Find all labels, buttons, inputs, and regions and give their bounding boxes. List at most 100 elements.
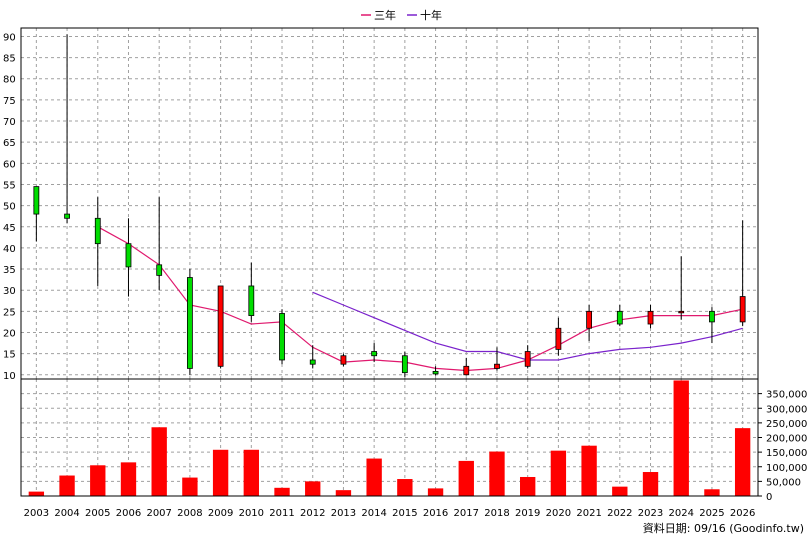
- x-tick-label: 2022: [607, 508, 632, 519]
- legend-label-3yr: 三年: [374, 8, 396, 22]
- legend: 三年 十年: [361, 8, 442, 22]
- candle-body: [64, 213, 70, 219]
- volume-bar: [550, 450, 567, 496]
- x-tick-label: 2023: [638, 508, 663, 519]
- x-tick-label: 2016: [423, 508, 448, 519]
- volume-bar: [642, 472, 659, 496]
- candle-body: [340, 355, 347, 365]
- volume-y-axis: 0 50,000 100,000 150,000 200,000 250,000 300,0…: [758, 390, 807, 503]
- x-tick-label: 2017: [454, 508, 479, 519]
- x-tick-label: 2024: [669, 508, 694, 519]
- candle-body: [739, 296, 746, 323]
- candle-body: [248, 285, 255, 316]
- volume-bar: [734, 428, 751, 496]
- volume-bar: [274, 487, 290, 496]
- price-tick-label: 30: [3, 286, 16, 297]
- price-tick-label: 85: [3, 54, 16, 65]
- x-tick-label: 2008: [177, 508, 202, 519]
- x-tick-label: 2003: [24, 508, 49, 519]
- volume-bar: [427, 488, 444, 496]
- candle-body: [94, 217, 101, 245]
- volume-bar: [151, 427, 167, 496]
- candle-body: [524, 351, 531, 367]
- price-tick-label: 80: [3, 75, 16, 86]
- x-tick-label: 2019: [515, 508, 540, 519]
- x-tick-label: 2010: [239, 508, 264, 519]
- volume-bar: [458, 460, 474, 496]
- price-tick-label: 60: [3, 159, 16, 170]
- price-tick-label: 40: [3, 244, 16, 255]
- x-tick-label: 2009: [208, 508, 233, 519]
- volume-bar: [612, 486, 628, 496]
- volume-bars: [28, 380, 751, 496]
- price-tick-label: 35: [3, 265, 16, 276]
- volume-bar: [28, 491, 45, 496]
- x-tick-label: 2015: [392, 508, 417, 519]
- volume-panel: 0 50,000 100,000 150,000 200,000 250,000 300,0…: [20, 378, 807, 503]
- volume-tick-label: 350,000: [766, 390, 807, 401]
- x-tick-label: 2006: [116, 508, 141, 519]
- candle-body: [647, 310, 654, 325]
- x-tick-label: 2007: [146, 508, 171, 519]
- price-tick-label: 55: [3, 180, 16, 191]
- candlesticks: [33, 34, 746, 377]
- volume-tick-label: 200,000: [766, 434, 807, 445]
- candle-body: [279, 313, 285, 361]
- volume-bar: [397, 479, 413, 496]
- candle-body: [586, 310, 593, 329]
- candle-body: [401, 355, 408, 374]
- x-tick-label: 2026: [730, 508, 755, 519]
- volume-tick-label: 0: [766, 492, 772, 503]
- volume-bar: [182, 477, 198, 496]
- x-tick-label: 2013: [331, 508, 356, 519]
- volume-bar: [673, 380, 689, 496]
- volume-bar: [90, 465, 106, 496]
- volume-plot-border: [20, 378, 759, 497]
- candle-body: [709, 310, 715, 323]
- candle-body: [33, 186, 40, 215]
- candle-body: [309, 359, 316, 365]
- candle-body: [432, 370, 439, 375]
- volume-tick-label: 50,000: [766, 477, 801, 488]
- ma-line-三年: [97, 226, 743, 372]
- x-tick-label: 2018: [484, 508, 509, 519]
- volume-bar: [489, 451, 505, 496]
- price-tick-label: 90: [3, 32, 16, 43]
- volume-bar: [335, 490, 352, 496]
- x-tick-label: 2021: [576, 508, 601, 519]
- price-y-axis: 10 15 20 25 30 35 40 45 50 55 60 65 70 75 80 85 90: [3, 32, 16, 381]
- x-axis: 2003 2004 2005 2006 2007 2008 2009 2010 2011 2012…: [24, 508, 756, 519]
- price-panel: 10 15 20 25 30 35 40 45 50 55 60 65 70 75 80 85 90: [3, 27, 759, 382]
- x-tick-label: 2004: [54, 508, 79, 519]
- candle-body: [555, 327, 562, 350]
- candle-body: [156, 264, 163, 276]
- x-tick-label: 2012: [300, 508, 325, 519]
- legend-label-10yr: 十年: [420, 8, 442, 22]
- footer-date-source: 資料日期: 09/16 (Goodinfo.tw): [643, 521, 804, 535]
- price-tick-label: 45: [3, 223, 16, 234]
- x-tick-label: 2014: [361, 508, 386, 519]
- candle-body: [186, 277, 193, 369]
- candle-body: [217, 285, 224, 367]
- price-tick-label: 65: [3, 138, 16, 149]
- volume-bar: [581, 445, 597, 496]
- price-tick-label: 70: [3, 117, 16, 128]
- volume-bar: [243, 449, 259, 496]
- volume-tick-label: 150,000: [766, 448, 807, 459]
- price-tick-label: 20: [3, 328, 16, 339]
- x-tick-label: 2005: [85, 508, 110, 519]
- price-tick-label: 25: [3, 307, 16, 318]
- candle-body: [678, 310, 685, 314]
- volume-bar: [520, 476, 536, 496]
- price-plot-border: [20, 27, 759, 380]
- x-tick-label: 2011: [269, 508, 294, 519]
- volume-bar: [120, 462, 137, 496]
- candle-body: [371, 351, 378, 357]
- x-tick-label: 2020: [546, 508, 571, 519]
- price-tick-label: 75: [3, 96, 16, 107]
- volume-bar: [305, 481, 321, 496]
- volume-tick-label: 100,000: [766, 463, 807, 474]
- price-gridlines: [21, 28, 758, 379]
- candle-body: [125, 243, 132, 268]
